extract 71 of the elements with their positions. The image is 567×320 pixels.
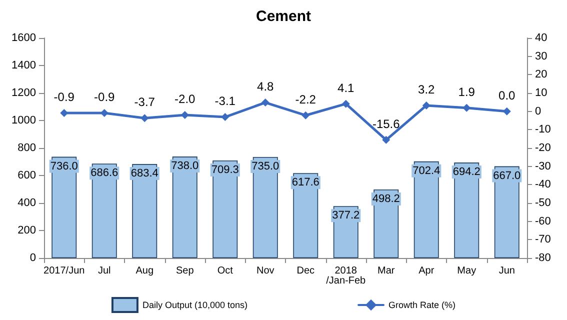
data-label: 4.1 <box>338 80 355 95</box>
data-label: -2.2 <box>295 92 316 106</box>
y2-tick-label: -30 <box>535 160 551 172</box>
point <box>140 114 149 122</box>
x-tick-label: Aug <box>136 266 154 276</box>
point <box>342 100 350 108</box>
y2-tick-label: 20 <box>535 68 548 81</box>
data-label: -0.9 <box>94 90 116 104</box>
y2-tick-label: -70 <box>535 234 551 246</box>
data-label: -0.9 <box>54 90 75 104</box>
data-label: 702.4 <box>412 164 440 177</box>
y2-tick-label: 10 <box>535 87 548 99</box>
data-label: 709.3 <box>211 164 239 176</box>
y2-tick-label: 0 <box>535 105 542 118</box>
x-tick-label: Sep <box>176 266 194 276</box>
x-tick-label: May <box>457 266 476 276</box>
x-tick-label: Apr <box>418 266 435 276</box>
y2-tick-label: -10 <box>535 124 551 136</box>
x-tick-label: Mar <box>378 266 396 276</box>
y2-tick-label: -40 <box>535 178 551 191</box>
x-tick-label: Jun <box>498 266 515 276</box>
point <box>502 107 511 116</box>
y2-tick-label: -80 <box>535 252 551 264</box>
data-label: 377.2 <box>332 210 360 222</box>
data-label: 667.0 <box>493 170 521 182</box>
data-label: 694.2 <box>452 166 480 178</box>
y-tick-label: 1600 <box>12 32 36 44</box>
legend-label: Growth Rate (%) <box>388 300 456 310</box>
y2-tick-label: 40 <box>535 32 548 44</box>
data-label: 4.8 <box>257 80 274 94</box>
y-tick-label: 400 <box>18 197 36 209</box>
point <box>422 101 430 110</box>
data-label: 686.6 <box>90 167 118 180</box>
data-label: 1.9 <box>458 84 476 99</box>
point <box>382 136 390 144</box>
y-tick-label: 200 <box>18 224 36 236</box>
y2-tick-label: -60 <box>535 215 551 228</box>
data-label: 736.0 <box>50 160 78 172</box>
point <box>302 111 310 120</box>
point <box>462 104 471 112</box>
data-label: -2.0 <box>174 92 196 106</box>
data-label: 683.4 <box>130 168 158 180</box>
data-label: 617.6 <box>292 176 320 189</box>
data-label: 738.0 <box>171 160 199 172</box>
y-tick-label: 0 <box>30 252 36 264</box>
data-label: 735.0 <box>252 160 280 172</box>
y-tick-label: 600 <box>18 170 36 182</box>
data-label: 3.2 <box>418 82 436 96</box>
y2-tick-label: -20 <box>535 142 551 154</box>
data-label: -3.1 <box>214 94 236 108</box>
point <box>261 98 270 107</box>
legend-label: Daily Output (10,000 tons) <box>142 300 248 310</box>
x-tick-label: Oct <box>217 266 234 276</box>
data-label: -15.6 <box>372 116 400 131</box>
data-label: 0.0 <box>498 88 516 102</box>
x-tick-label: Dec <box>296 266 315 276</box>
point <box>221 113 230 122</box>
y-tick-label: 1200 <box>12 87 36 99</box>
y-tick-label: 1000 <box>12 114 36 126</box>
x-tick-label: 2017/Jun <box>44 266 85 276</box>
chart-title: Cement <box>256 8 312 25</box>
y2-tick-label: 30 <box>535 50 548 62</box>
point <box>180 111 189 119</box>
x-tick-label: Nov <box>256 266 274 276</box>
x-tick-label: 2018 /Jan-Feb <box>326 266 366 286</box>
x-tick-label: Jul <box>98 266 111 276</box>
y2-tick-label: -50 <box>535 197 551 209</box>
data-label: 498.2 <box>372 192 400 205</box>
data-label: -3.7 <box>134 95 156 110</box>
y-tick-label: 1400 <box>12 60 36 72</box>
y-tick-label: 800 <box>18 142 36 154</box>
